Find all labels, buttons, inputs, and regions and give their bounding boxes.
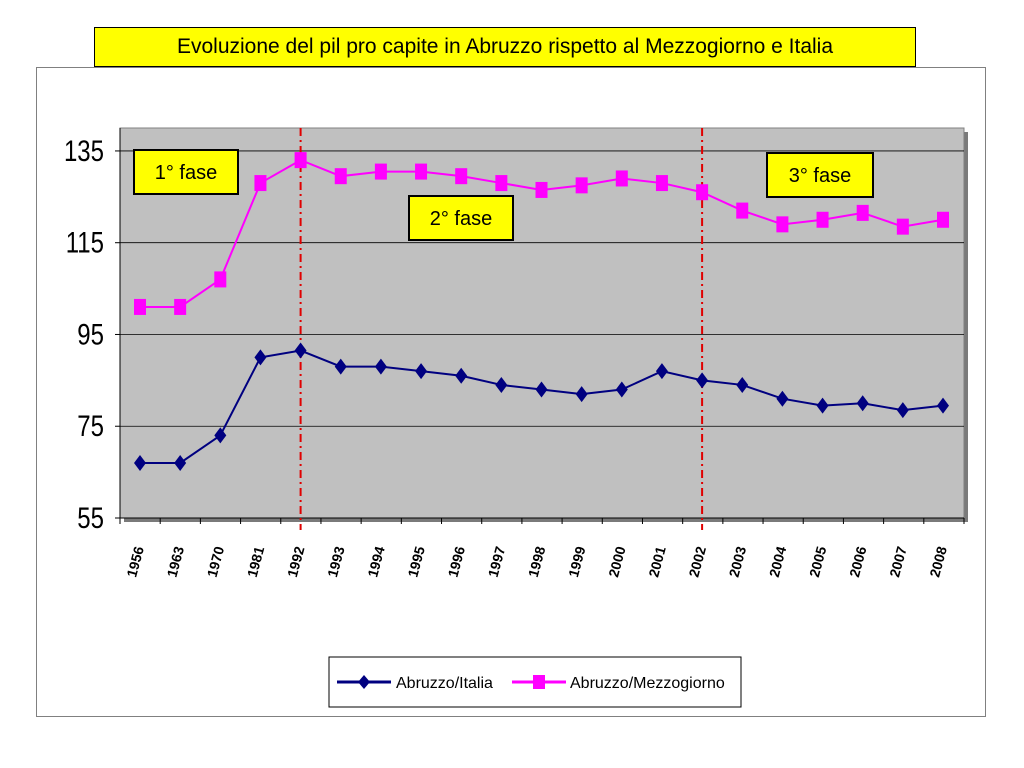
y-tick-label: 55 <box>77 500 104 534</box>
x-tick-label: 1993 <box>324 544 348 578</box>
data-point <box>134 454 146 471</box>
y-tick-label: 115 <box>66 225 104 259</box>
data-point <box>214 271 227 288</box>
x-tick-label: 2008 <box>926 544 950 578</box>
data-point <box>334 168 347 185</box>
x-tick-label: 2004 <box>766 544 790 578</box>
phase-label-box <box>133 149 239 195</box>
slide-title: Evoluzione del pil pro capite in Abruzzo… <box>94 27 916 67</box>
data-point <box>455 367 468 384</box>
x-tick-label: 1963 <box>164 544 188 578</box>
data-point <box>254 349 267 366</box>
data-point <box>415 163 428 180</box>
data-point <box>455 168 468 185</box>
data-point <box>696 372 709 389</box>
x-tick-label: 2007 <box>886 544 910 578</box>
x-tick-label: 2002 <box>685 544 709 578</box>
data-point <box>937 211 949 228</box>
data-point <box>856 395 869 412</box>
data-point <box>214 427 227 444</box>
x-tick-label: 2001 <box>645 544 669 578</box>
x-tick-label: 1998 <box>525 544 549 578</box>
data-point <box>535 381 548 398</box>
x-tick-label: 1956 <box>123 544 147 578</box>
data-point <box>736 376 749 393</box>
x-tick-label: 1997 <box>485 544 509 578</box>
data-point <box>294 342 307 359</box>
data-point <box>615 381 628 398</box>
data-point <box>896 402 909 419</box>
x-tick-label: 1994 <box>364 544 388 578</box>
y-tick-label: 95 <box>77 317 104 351</box>
x-tick-label: 2000 <box>605 544 629 578</box>
x-tick-label: 2003 <box>726 544 750 578</box>
x-tick-label: 2006 <box>846 544 870 578</box>
data-point <box>294 152 307 169</box>
legend-marker <box>533 675 545 689</box>
phase-label: 3° fase <box>789 165 851 187</box>
data-point <box>575 177 588 194</box>
data-point <box>334 358 347 375</box>
data-point <box>776 216 789 233</box>
data-point <box>816 211 829 228</box>
data-point <box>374 358 387 375</box>
x-tick-label: 1996 <box>445 544 469 578</box>
data-point <box>896 218 909 235</box>
data-point <box>174 298 187 315</box>
phase-label: 1° fase <box>155 162 217 184</box>
data-point <box>696 184 709 201</box>
data-point <box>776 390 789 407</box>
x-tick-label: 1992 <box>284 544 308 578</box>
x-tick-label: 1999 <box>565 544 589 578</box>
y-tick-label: 75 <box>77 409 104 443</box>
x-tick-label: 2005 <box>806 544 830 578</box>
data-point <box>937 397 949 414</box>
x-tick-label: 1981 <box>244 544 268 578</box>
phase-label-box <box>408 195 514 241</box>
phase-label: 2° fase <box>430 208 492 230</box>
data-point <box>856 204 869 221</box>
data-point <box>415 363 428 380</box>
data-point <box>655 175 668 192</box>
data-point <box>495 376 508 393</box>
phase-label-box <box>766 152 874 198</box>
data-point <box>736 202 749 219</box>
data-point <box>495 175 508 192</box>
data-point <box>615 170 628 187</box>
x-tick-label: 1995 <box>404 544 428 578</box>
data-point <box>535 181 548 198</box>
data-point <box>134 298 146 315</box>
data-point <box>575 386 588 403</box>
x-tick-label: 1970 <box>204 544 228 578</box>
data-point <box>174 454 187 471</box>
data-point <box>655 363 668 380</box>
legend-marker <box>358 675 370 689</box>
y-tick-label: 135 <box>64 133 104 167</box>
data-point <box>254 175 267 192</box>
legend-label: Abruzzo/Italia <box>396 675 493 692</box>
data-point <box>816 397 829 414</box>
legend-label: Abruzzo/Mezzogiorno <box>570 675 725 692</box>
data-point <box>374 163 387 180</box>
